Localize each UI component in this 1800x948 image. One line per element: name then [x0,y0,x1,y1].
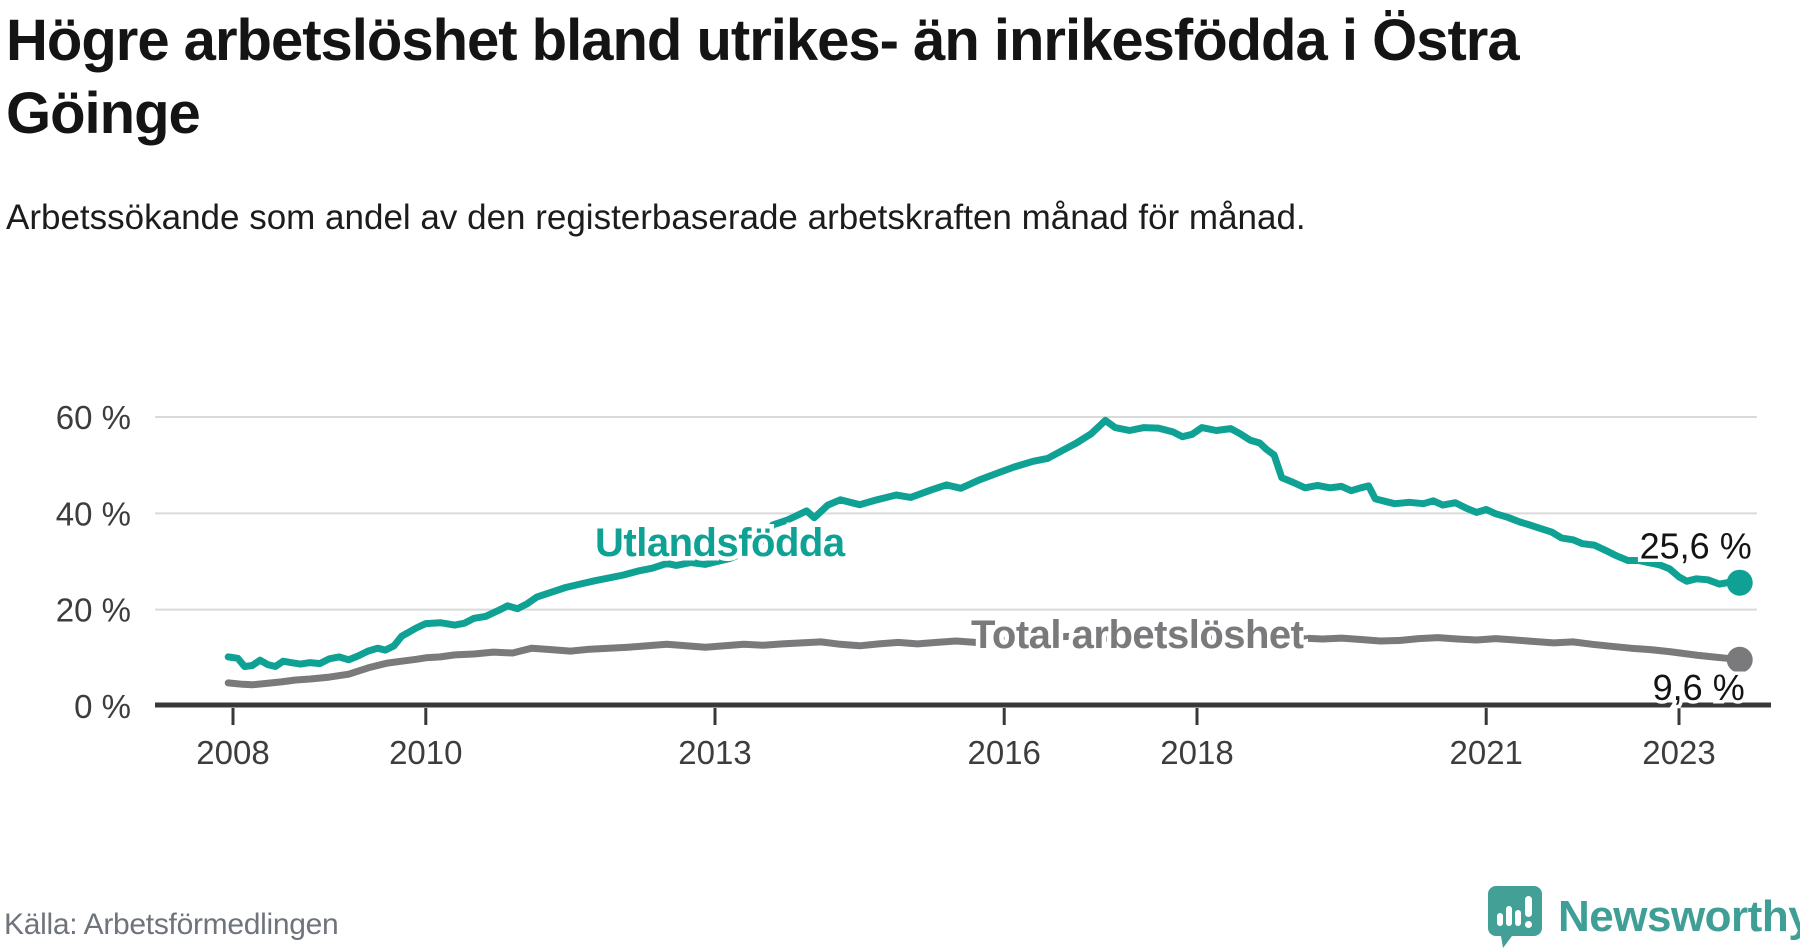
newsworthy-icon [1488,886,1542,948]
x-tick-label: 2018 [1160,734,1233,771]
y-tick-label: 40 % [56,495,131,532]
y-tick-label: 0 % [74,688,131,725]
chart-subtitle: Arbetssökande som andel av den registerb… [6,198,1306,237]
series-line-total [224,632,1744,689]
y-tick-label: 60 % [56,399,131,436]
series-end-dot [1726,569,1753,596]
series-line-utlandsfodda [224,416,1744,670]
y-tick-label: 20 % [56,592,131,629]
newsworthy-wordmark: Newsworthy [1558,892,1800,941]
x-tick-label: 2016 [967,734,1040,771]
series-name-label: Total arbetslöshet [971,613,1304,657]
x-tick-label: 2010 [389,734,462,771]
end-value-label: 9,6 % [1653,667,1745,708]
end-value-label: 25,6 % [1640,526,1752,567]
series-name-label: Utlandsfödda [595,521,846,565]
series-end-dot [1726,646,1753,673]
x-tick-label: 2021 [1449,734,1522,771]
x-tick-label: 2023 [1642,734,1715,771]
x-tick-label: 2008 [196,734,269,771]
x-tick-label: 2013 [678,734,751,771]
source-text: Källa: Arbetsförmedlingen [4,908,339,941]
newsworthy-logo: Newsworthy [1488,886,1800,948]
page-title: Högre arbetslöshet bland utrikes- än inr… [6,8,1520,146]
